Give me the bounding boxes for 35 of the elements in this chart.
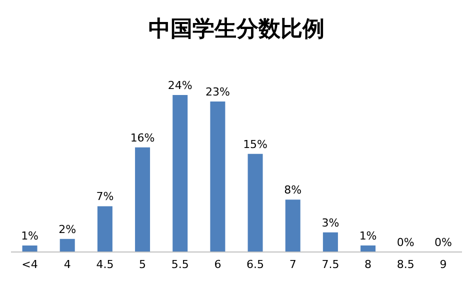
x-tick-label: 4 [64,258,71,271]
bar [97,206,112,252]
data-label: 24% [168,79,192,92]
data-label: 1% [21,229,39,242]
bar [210,102,226,252]
data-label: 7% [96,190,114,204]
data-label: 3% [322,216,340,230]
bar [360,245,376,252]
chart-title: 中国学生分数比例 [148,16,326,44]
bar [172,95,188,252]
data-label: 15% [243,138,268,151]
data-label: 16% [130,131,155,144]
x-tick-label: <4 [22,258,38,271]
x-tick-label: 5 [139,258,146,271]
x-tick-label: 6.5 [246,258,264,271]
bar [60,238,75,252]
x-tick-label: 6 [214,258,222,271]
data-label: 2% [58,222,76,236]
x-tick-label: 9 [440,258,447,271]
x-tick-label: 7 [289,258,296,271]
x-tick-label: 8 [364,258,372,271]
bar [22,245,38,252]
data-label: 0% [434,236,452,249]
data-label: 1% [359,229,377,242]
x-tick-label: 8.5 [396,258,414,271]
bar [322,232,338,252]
data-label: 23% [205,86,230,99]
bar [135,147,150,252]
x-tick-label: 4.5 [96,258,114,271]
x-tick-label: 7.5 [322,258,340,271]
data-label: 0% [396,236,414,249]
x-tick-label: 5.5 [171,258,189,271]
bar [248,154,263,252]
data-label: 8% [284,184,302,197]
bar [285,200,300,252]
